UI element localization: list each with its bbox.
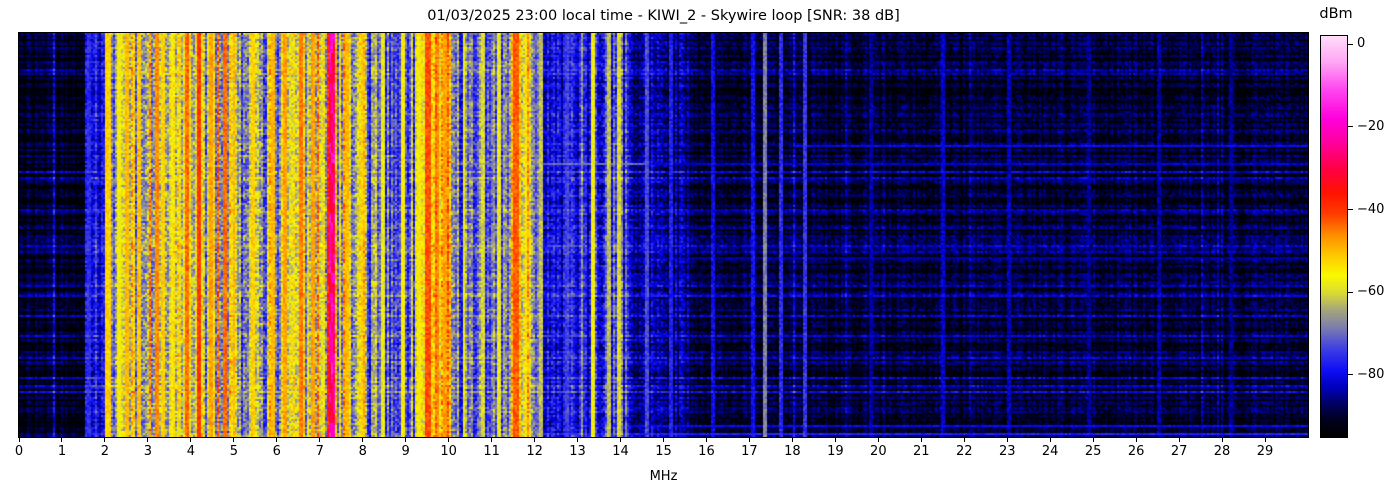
x-tick-mark [1178,438,1180,442]
x-tick-mark [319,438,321,442]
waterfall-heatmap-canvas [18,32,1309,438]
x-tick-label: 22 [955,444,973,459]
colorbar-label: dBm [1319,6,1353,22]
chart-title: 01/03/2025 23:00 local time - KIWI_2 - S… [427,8,900,24]
x-tick-mark [963,438,965,442]
x-tick-mark [491,438,493,442]
x-tick-mark [1092,438,1094,442]
x-tick-label: 13 [569,444,586,459]
x-tick-label: 3 [143,444,153,459]
x-tick-label: 16 [698,444,715,459]
colorbar-tick-label: −20 [1357,118,1385,134]
x-tick-label: 27 [1170,444,1188,459]
colorbar-tick-mark [1348,209,1353,211]
x-tick-label: 2 [100,444,110,459]
x-tick-label: 11 [483,444,500,459]
x-tick-mark [663,438,664,442]
x-tick-mark [705,438,707,442]
x-tick-mark [405,438,407,442]
x-tick-label: 28 [1213,444,1231,459]
colorbar-tick-mark [1348,374,1353,376]
x-tick-mark [877,438,879,442]
x-tick-mark [534,438,536,442]
x-tick-label: 8 [358,444,367,459]
x-tick-mark [190,438,192,442]
x-tick-label: 26 [1127,444,1145,459]
colorbar-tick-label: 0 [1357,36,1366,52]
x-tick-mark [1049,438,1051,442]
x-tick-mark [104,438,106,442]
x-tick-label: 25 [1084,444,1102,459]
x-tick-label: 21 [913,444,930,459]
x-tick-mark [362,438,364,442]
x-tick-label: 1 [57,444,67,459]
colorbar-tick-label: −40 [1357,201,1385,217]
colorbar-tick-mark [1348,126,1353,128]
x-tick-mark [791,438,793,442]
x-tick-label: 4 [186,444,195,459]
x-tick-label: 5 [229,444,238,459]
x-tick-label: 24 [1041,444,1059,459]
x-tick-label: 19 [827,444,844,459]
x-tick-mark [1135,438,1137,442]
x-tick-mark [920,438,922,442]
x-tick-mark [61,438,63,442]
x-tick-mark [233,438,235,442]
x-tick-mark [18,438,20,442]
x-tick-mark [577,438,579,442]
x-tick-label: 14 [612,444,629,459]
x-tick-label: 0 [14,444,24,459]
x-tick-mark [748,438,750,442]
x-tick-mark [1221,438,1223,442]
colorbar-tick-label: −80 [1357,366,1385,382]
x-tick-mark [276,438,278,442]
colorbar-tick-mark [1348,43,1353,45]
x-tick-mark [620,438,622,442]
x-tick-label: 23 [998,444,1016,459]
x-tick-label: 12 [526,444,543,459]
x-tick-mark [1264,438,1266,442]
colorbar-canvas [1320,35,1348,438]
x-axis-label: MHz [649,469,678,484]
x-tick-label: 9 [401,444,410,459]
x-tick-mark [448,438,450,442]
x-tick-label: 10 [440,444,457,459]
colorbar-tick-label: −60 [1357,284,1385,300]
x-tick-label: 29 [1256,444,1274,459]
x-tick-label: 6 [272,444,281,459]
x-tick-label: 17 [741,444,758,459]
x-tick-label: 18 [784,444,801,459]
x-tick-label: 15 [655,444,672,459]
x-tick-mark [834,438,836,442]
x-tick-mark [147,438,149,442]
colorbar-tick-mark [1348,291,1353,293]
x-tick-label: 20 [870,444,887,459]
x-tick-label: 7 [315,444,324,459]
x-tick-mark [1006,438,1008,442]
